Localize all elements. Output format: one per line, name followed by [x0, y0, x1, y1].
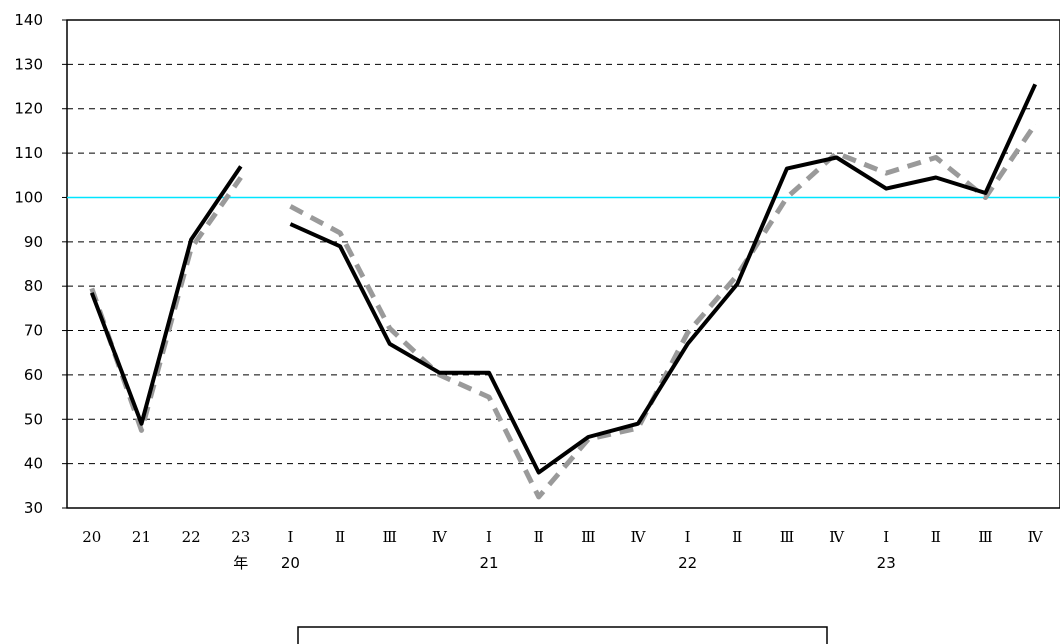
y-tick-label: 80: [24, 277, 43, 295]
y-tick-label: 60: [24, 366, 43, 384]
x-axis-ticks: 20 21 22 23 I Ⅱ Ⅲ Ⅳ I Ⅱ Ⅲ Ⅳ I Ⅱ Ⅲ Ⅳ I Ⅱ Ⅲ Ⅳ 年 20 21 22 23: [82, 528, 1043, 572]
y-tick-label: 120: [14, 100, 43, 118]
y-tick-label: 30: [24, 499, 43, 517]
x-tick-label: I: [287, 528, 293, 546]
x-tick-label: 21: [132, 528, 151, 546]
x-tick-label: Ⅳ: [1028, 528, 1044, 546]
x-tick-label: Ⅳ: [432, 528, 448, 546]
x-tick-label: Ⅱ: [534, 528, 544, 546]
series-lines: [89, 83, 1038, 500]
legend: 生産 出荷: [297, 626, 828, 644]
y-tick-label: 110: [14, 144, 43, 162]
y-axis-ticks: 30 40 50 60 70 80 90 100 110 120 130 140: [14, 11, 67, 517]
y-tick-label: 40: [24, 455, 43, 473]
x-tick-label: Ⅳ: [829, 528, 845, 546]
x-tick-label: Ⅲ: [780, 528, 794, 546]
y-tick-label: 100: [14, 188, 43, 206]
x-tick-label: Ⅱ: [732, 528, 742, 546]
x-tick-label: Ⅲ: [978, 528, 992, 546]
x-tick-label: I: [685, 528, 691, 546]
x-tick-label: Ⅲ: [581, 528, 595, 546]
legend-box: [297, 626, 828, 644]
x-group-label: 年: [233, 554, 248, 572]
x-tick-label: I: [883, 528, 889, 546]
x-tick-label: Ⅲ: [382, 528, 396, 546]
y-tick-label: 50: [24, 410, 43, 428]
x-group-label: 23: [877, 554, 896, 572]
series-line-production: [89, 165, 243, 426]
series-line-production: [289, 83, 1038, 475]
plot-area: [66, 19, 1060, 509]
x-tick-label: 20: [82, 528, 101, 546]
x-tick-label: Ⅱ: [931, 528, 941, 546]
grid-lines: [67, 63, 1060, 465]
y-tick-label: 140: [14, 11, 43, 29]
y-tick-label: 130: [14, 55, 43, 73]
x-group-label: 21: [479, 554, 498, 572]
x-tick-label: I: [486, 528, 492, 546]
y-tick-label: 90: [24, 233, 43, 251]
x-tick-label: Ⅱ: [335, 528, 345, 546]
x-tick-label: Ⅳ: [630, 528, 646, 546]
y-tick-label: 70: [24, 322, 43, 340]
x-tick-label: 22: [182, 528, 201, 546]
x-group-label: 22: [678, 554, 697, 572]
x-tick-label: 23: [231, 528, 250, 546]
x-group-label: 20: [281, 554, 300, 572]
